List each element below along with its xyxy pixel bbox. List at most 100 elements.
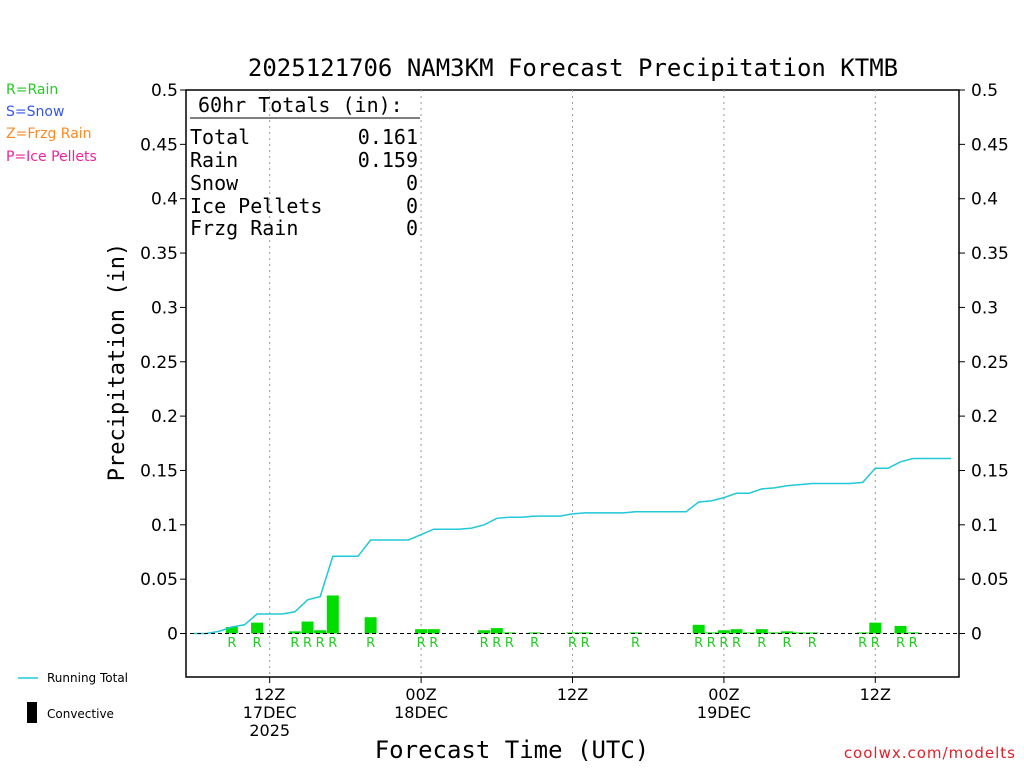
precip-bar [705, 632, 718, 634]
ptype-marker: R [303, 636, 312, 651]
x-tick-label: 2025 [249, 721, 290, 740]
x-tick-label: 17DEC [243, 703, 297, 722]
totals-label-ice-pellets: Ice Pellets [190, 194, 322, 218]
y-tick-label-left: 0.45 [140, 135, 178, 155]
precip-bar [743, 632, 756, 634]
y-tick-label-right: 0 [971, 625, 982, 645]
ptype-marker: R [366, 636, 375, 651]
y-axis-right: 0 0.05 0.1 0.15 0.2 0.25 0.3 0.35 0.4 0.45 0.5 [959, 81, 1009, 645]
y-tick-label-right: 0.05 [971, 570, 1009, 590]
ptype-marker: R [505, 636, 514, 651]
legend-rain: R=Rain [6, 82, 59, 98]
y-tick-label-left: 0.3 [151, 298, 178, 318]
watermark: coolwx.com/modelts [843, 744, 1016, 762]
legend-snow: S=Snow [6, 104, 65, 120]
precip-bar [856, 632, 869, 634]
ptype-marker: R [429, 636, 438, 651]
ptype-marker: R [568, 636, 577, 651]
y-tick-label-left: 0.5 [151, 81, 178, 101]
ptype-marker: R [480, 636, 489, 651]
y-tick-label-right: 0.1 [971, 516, 998, 536]
y-tick-label-left: 0.05 [140, 570, 178, 590]
x-tick-label: 12Z [254, 685, 285, 704]
y-axis-left: 0 0.05 0.1 0.15 0.2 0.25 0.3 0.35 0.4 0.45 0.5 [140, 81, 186, 645]
x-tick-label: 12Z [860, 685, 891, 704]
precip-bar [225, 626, 238, 634]
ptype-marker: R [227, 636, 236, 651]
x-axis-label: Forecast Time (UTC) [375, 736, 650, 764]
y-axis-label: Precipitation (in) [105, 243, 130, 481]
y-tick-label-right: 0.35 [971, 244, 1009, 264]
precip-bar [288, 631, 301, 634]
precip-bar [755, 629, 768, 634]
precip-bar [717, 630, 730, 634]
ptype-marker: R [417, 636, 426, 651]
precip-bar [730, 629, 743, 634]
y-tick-label-right: 0.4 [971, 190, 998, 210]
precip-bar [301, 621, 314, 634]
y-tick-label-left: 0.1 [151, 516, 178, 536]
running-total-line [194, 457, 951, 635]
ptype-marker: R [631, 636, 640, 651]
precip-bar [415, 629, 428, 634]
ptype-marker: R [719, 636, 728, 651]
totals-label-snow: Snow [190, 171, 239, 195]
precip-bar [314, 630, 327, 634]
totals-label-rain: Rain [190, 148, 238, 172]
precip-bar [427, 629, 440, 634]
day-gridlines [269, 90, 876, 677]
totals-header: 60hr Totals (in): [198, 93, 403, 117]
totals-value-total: 0.161 [358, 125, 418, 149]
ptype-marker: R [530, 636, 539, 651]
totals-label-frzg-rain: Frzg Rain [190, 216, 298, 240]
x-tick-label: 00Z [405, 685, 436, 704]
precip-bar [251, 622, 264, 634]
precip-bar [806, 632, 819, 634]
y-tick-label-left: 0.25 [140, 353, 178, 373]
y-tick-label-left: 0.15 [140, 461, 178, 481]
precip-bar [629, 632, 642, 634]
ptype-marker: R [328, 636, 337, 651]
x-tick-label: 19DEC [697, 703, 751, 722]
precip-bar [780, 631, 793, 634]
precip-bar [907, 632, 920, 634]
y-tick-label-right: 0.15 [971, 461, 1009, 481]
precip-bar [869, 622, 882, 634]
totals-box: 60hr Totals (in): Total 0.161 Rain 0.159… [190, 93, 420, 240]
precip-bar [692, 624, 705, 634]
y-tick-label-left: 0 [167, 625, 178, 645]
running-total-legend-label: Running Total [47, 671, 128, 685]
y-tick-label-right: 0.5 [971, 81, 998, 101]
totals-value-ice-pellets: 0 [406, 194, 418, 218]
precip-bar [326, 595, 339, 634]
ptype-marker: R [316, 636, 325, 651]
legend-frzg-rain: Z=Frzg Rain [6, 126, 92, 142]
hourly-precip-bars [225, 595, 920, 634]
ptype-marker: R [808, 636, 817, 651]
ptype-marker: R [909, 636, 918, 651]
convective-legend-swatch [27, 702, 37, 723]
ptype-marker: R [732, 636, 741, 651]
ptype-marker: R [757, 636, 766, 651]
precip-bar [579, 632, 592, 634]
y-tick-label-right: 0.2 [971, 407, 998, 427]
precip-bar [478, 630, 491, 634]
ptype-marker: R [253, 636, 262, 651]
precip-bar [490, 628, 503, 634]
precip-bar [768, 632, 781, 634]
ptype-marker: R [871, 636, 880, 651]
x-tick-label: 12Z [557, 685, 588, 704]
chart-title: 2025121706 NAM3KM Forecast Precipitation… [248, 54, 898, 82]
x-tick-label: 18DEC [394, 703, 448, 722]
y-tick-label-left: 0.35 [140, 244, 178, 264]
ptype-marker: R [290, 636, 299, 651]
ptype-marker: R [694, 636, 703, 651]
ptype-marker: R [782, 636, 791, 651]
totals-value-snow: 0 [406, 171, 418, 195]
y-tick-label-left: 0.2 [151, 407, 178, 427]
y-tick-label-right: 0.3 [971, 298, 998, 318]
ptype-marker: R [896, 636, 905, 651]
legend-ice-pellets: P=Ice Pellets [6, 149, 97, 165]
